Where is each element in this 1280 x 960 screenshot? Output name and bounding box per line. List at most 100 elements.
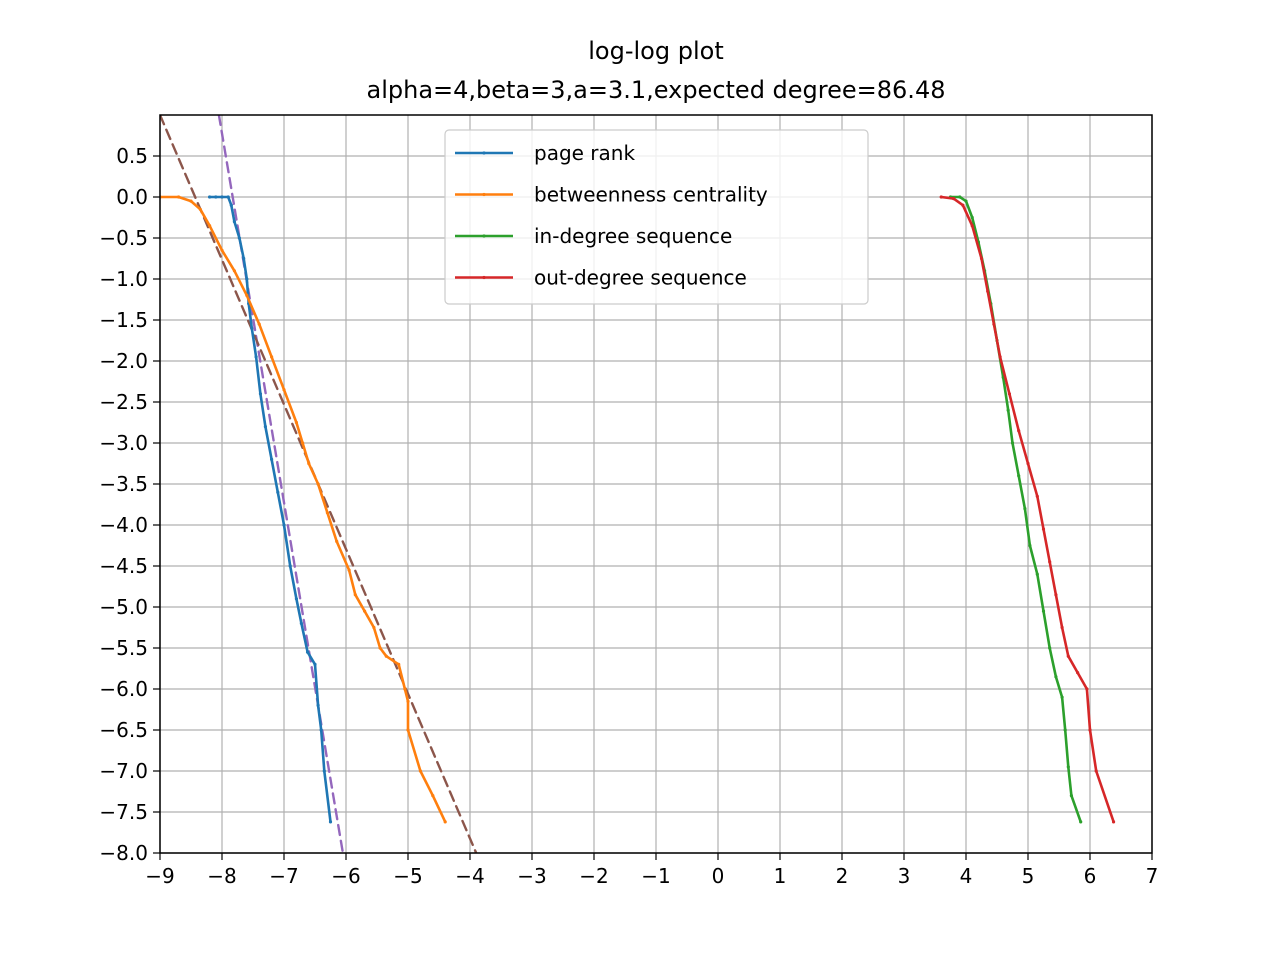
data-point-in-degree-sequence: [958, 195, 962, 199]
data-point-out-degree-sequence: [1094, 769, 1098, 773]
data-point-page-rank: [282, 523, 286, 527]
y-tick-label: −1.0: [99, 267, 148, 291]
data-point-betweenness-centrality: [363, 609, 367, 613]
data-point-page-rank: [226, 195, 230, 199]
data-point-out-degree-sequence: [1054, 593, 1058, 597]
y-tick-label: −6.5: [99, 718, 148, 742]
data-point-betweenness-centrality: [325, 511, 329, 515]
data-point-out-degree-sequence: [1076, 671, 1080, 675]
legend-marker-page-rank: [482, 151, 486, 155]
data-point-betweenness-centrality: [406, 699, 410, 703]
data-point-out-degree-sequence: [1026, 461, 1030, 466]
x-tick-label: 5: [1022, 864, 1035, 888]
chart-subtitle: alpha=4,beta=3,a=3.1,expected degree=86.…: [367, 76, 946, 104]
data-point-betweenness-centrality: [220, 248, 224, 252]
x-axis: −9 −8 −7 −6 −5 −4 −3 −2 −1 0 1 2 3 4 5 6 7: [145, 853, 1158, 888]
x-tick-label: −7: [269, 864, 298, 888]
data-point-page-rank: [305, 650, 310, 654]
data-point-betweenness-centrality: [270, 355, 274, 359]
x-tick-label: −6: [331, 864, 360, 888]
x-tick-label: 1: [774, 864, 787, 888]
legend-marker-out-degree-sequence: [482, 275, 486, 280]
data-point-out-degree-sequence: [998, 355, 1002, 359]
data-point-out-degree-sequence: [1048, 560, 1052, 564]
data-point-betweenness-centrality: [403, 687, 407, 691]
data-point-page-rank: [245, 277, 249, 281]
data-point-betweenness-centrality: [301, 441, 305, 445]
data-point-page-rank: [319, 728, 323, 732]
data-point-in-degree-sequence: [1069, 794, 1073, 798]
y-axis: 0.5 0.0 −0.5 −1.0 −1.5 −2.0 −2.5 −3.0 −3.5 −4.0 −4…: [99, 144, 160, 865]
data-point-page-rank: [220, 195, 224, 199]
data-point-page-rank: [322, 769, 326, 773]
data-point-betweenness-centrality: [208, 224, 212, 228]
data-point-betweenness-centrality: [353, 593, 357, 597]
series-line-page-rank: [208, 195, 332, 824]
data-point-betweenness-centrality: [198, 207, 202, 211]
data-point-betweenness-centrality: [282, 388, 286, 392]
x-tick-label: −1: [641, 864, 670, 888]
data-point-betweenness-centrality: [257, 322, 261, 326]
y-tick-label: −1.5: [99, 308, 148, 332]
data-point-page-rank: [208, 195, 212, 199]
x-tick-label: −8: [207, 864, 236, 888]
data-point-page-rank: [258, 392, 263, 396]
legend-label-betweenness-centrality: betweenness centrality: [534, 183, 768, 207]
y-tick-label: −8.0: [99, 841, 148, 865]
data-point-betweenness-centrality: [335, 539, 339, 544]
data-point-in-degree-sequence: [1010, 441, 1015, 445]
y-tick-label: 0.5: [116, 144, 148, 168]
data-point-out-degree-sequence: [1085, 687, 1089, 691]
data-point-page-rank: [299, 621, 303, 626]
y-tick-label: −4.5: [99, 554, 148, 578]
data-point-out-degree-sequence: [961, 203, 965, 207]
data-point-out-degree-sequence: [986, 289, 990, 293]
data-point-in-degree-sequence: [970, 215, 974, 220]
data-point-page-rank: [288, 564, 292, 568]
data-point-page-rank: [232, 220, 236, 224]
data-point-out-degree-sequence: [1060, 625, 1064, 630]
x-tick-label: −3: [517, 864, 546, 888]
y-tick-label: −5.0: [99, 595, 148, 619]
data-point-betweenness-centrality: [378, 646, 382, 650]
data-point-out-degree-sequence: [970, 224, 974, 228]
data-point-out-degree-sequence: [1041, 527, 1046, 531]
x-tick-label: −2: [579, 864, 608, 888]
data-point-out-degree-sequence: [1088, 728, 1092, 732]
x-tick-label: −9: [145, 864, 174, 888]
y-tick-label: −6.0: [99, 677, 148, 701]
legend-label-in-degree-sequence: in-degree sequence: [534, 224, 732, 248]
data-point-betweenness-centrality: [384, 654, 388, 658]
legend-marker-in-degree-sequence: [482, 234, 486, 238]
legend: page rank betweenness centrality in-degree…: [444, 129, 869, 305]
data-point-betweenness-centrality: [177, 195, 181, 199]
data-point-betweenness-centrality: [232, 269, 236, 273]
y-tick-label: 0.0: [116, 185, 148, 209]
data-point-page-rank: [254, 355, 258, 359]
data-point-out-degree-sequence: [1007, 392, 1012, 396]
data-point-page-rank: [250, 326, 254, 330]
series-line-in-degree-sequence: [949, 195, 1082, 824]
data-point-in-degree-sequence: [1048, 646, 1052, 650]
series-line-betweenness-centrality: [160, 195, 447, 824]
x-tick-label: 0: [712, 864, 725, 888]
data-point-out-degree-sequence: [1035, 494, 1039, 498]
data-point-page-rank: [229, 203, 233, 207]
y-tick-label: −7.0: [99, 759, 148, 783]
data-point-betweenness-centrality: [406, 728, 410, 732]
data-point-in-degree-sequence: [1060, 695, 1064, 699]
data-point-out-degree-sequence: [1066, 654, 1070, 658]
data-point-in-degree-sequence: [964, 199, 968, 203]
data-point-betweenness-centrality: [372, 625, 376, 630]
data-point-in-degree-sequence: [1063, 728, 1067, 732]
y-tick-label: −5.5: [99, 636, 148, 660]
data-point-out-degree-sequence: [1111, 820, 1116, 824]
y-tick-label: −4.0: [99, 513, 148, 537]
data-point-betweenness-centrality: [189, 199, 193, 203]
data-point-page-rank: [294, 597, 298, 601]
data-point-betweenness-centrality: [443, 820, 447, 824]
data-point-out-degree-sequence: [1017, 429, 1021, 433]
y-tick-label: −3.0: [99, 431, 148, 455]
data-point-page-rank: [328, 820, 333, 824]
data-point-in-degree-sequence: [1035, 572, 1039, 576]
